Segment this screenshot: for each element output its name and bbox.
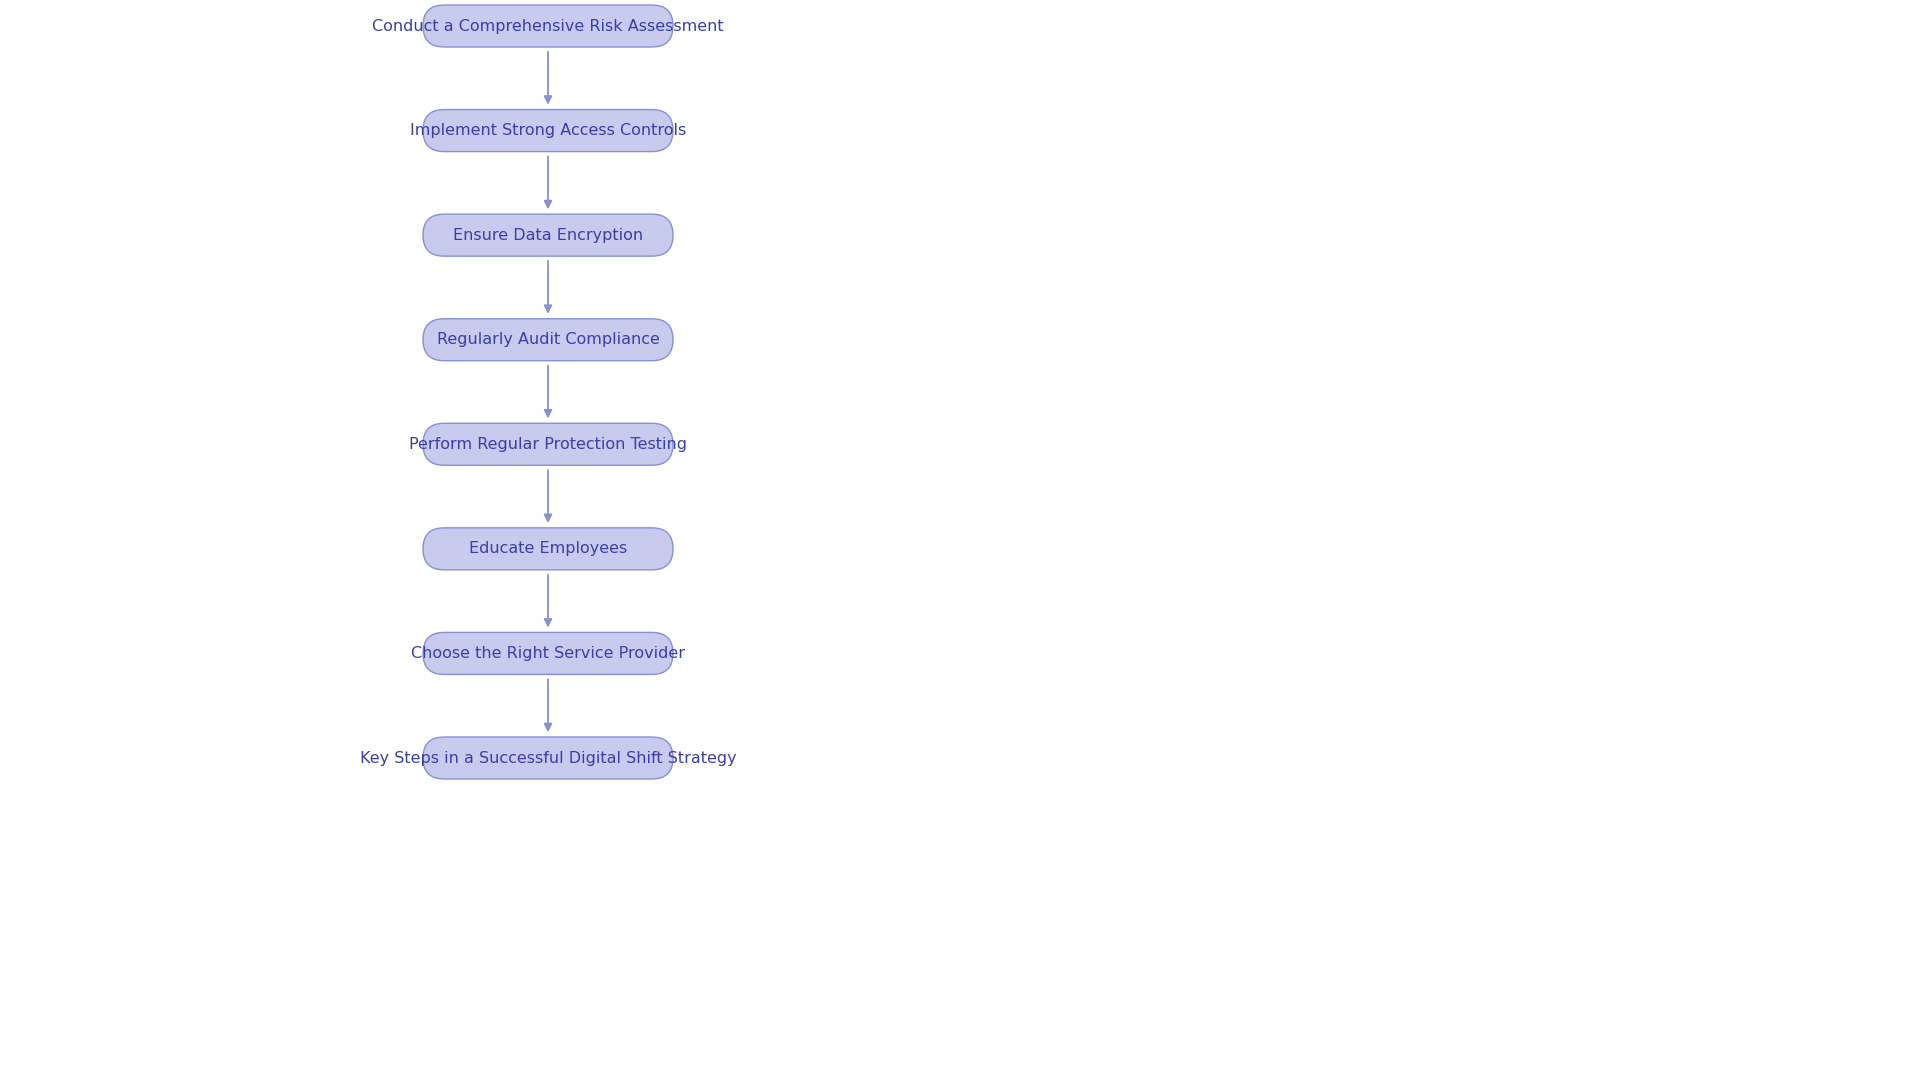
Text: Implement Strong Access Controls: Implement Strong Access Controls: [409, 123, 685, 138]
Text: Conduct a Comprehensive Risk Assessment: Conduct a Comprehensive Risk Assessment: [372, 18, 724, 34]
Text: Key Steps in a Successful Digital Shift Strategy: Key Steps in a Successful Digital Shift …: [359, 751, 735, 766]
Text: Ensure Data Encryption: Ensure Data Encryption: [453, 227, 643, 243]
FancyBboxPatch shape: [422, 318, 674, 361]
Text: Perform Regular Protection Testing: Perform Regular Protection Testing: [409, 436, 687, 452]
FancyBboxPatch shape: [422, 738, 674, 779]
FancyBboxPatch shape: [422, 109, 674, 152]
FancyBboxPatch shape: [422, 214, 674, 257]
FancyBboxPatch shape: [422, 527, 674, 570]
FancyBboxPatch shape: [422, 632, 674, 675]
Text: Regularly Audit Compliance: Regularly Audit Compliance: [436, 332, 659, 348]
FancyBboxPatch shape: [422, 423, 674, 466]
FancyBboxPatch shape: [422, 5, 674, 47]
Text: Educate Employees: Educate Employees: [468, 542, 628, 557]
Text: Choose the Right Service Provider: Choose the Right Service Provider: [411, 645, 685, 661]
